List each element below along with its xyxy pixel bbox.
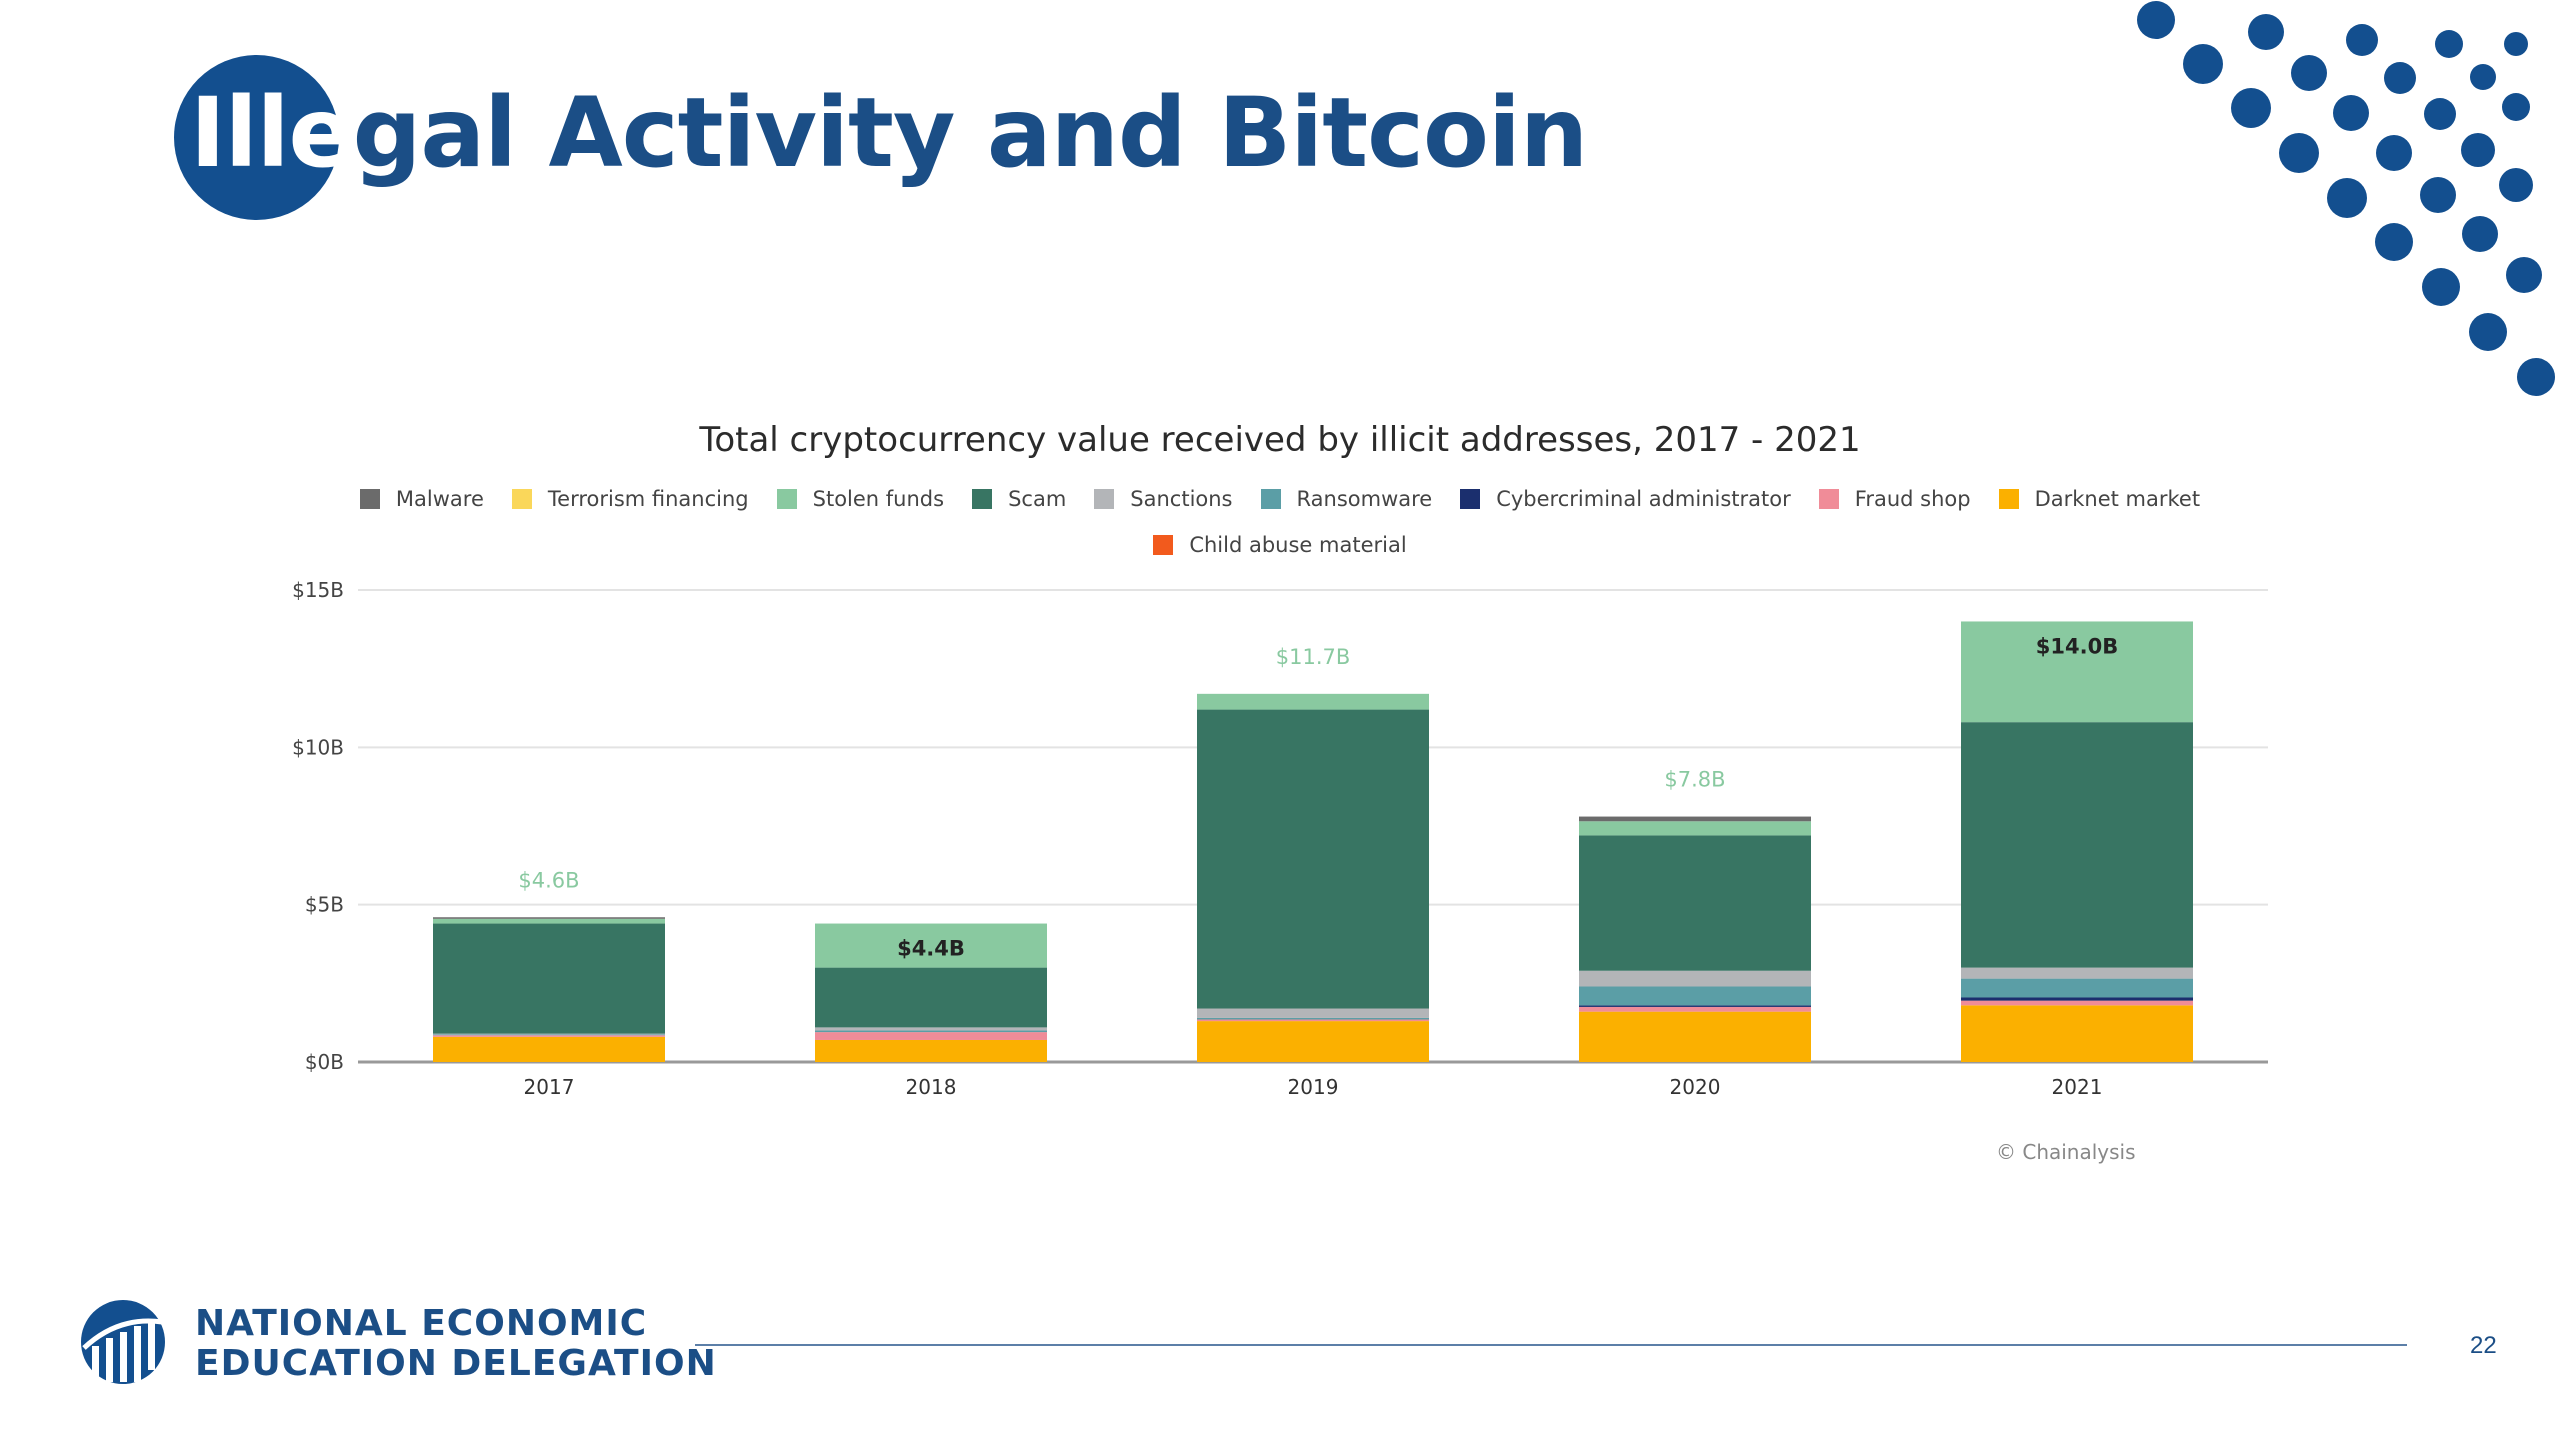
legend-swatch-child-abuse-material — [1153, 535, 1174, 555]
bar-2020-malware — [1579, 816, 1811, 822]
legend-label-scam: Scam — [1008, 487, 1067, 511]
legend-swatch-darknet-market — [1998, 489, 2019, 509]
organization-name-line1: NATIONAL ECONOMIC — [195, 1303, 648, 1344]
y-tick-label-5b: $5B — [305, 893, 344, 917]
bar-2021-ransomware — [1961, 978, 2193, 998]
slide-title-rest: gal Activity and Bitcoin — [352, 77, 1589, 189]
bar-2020-ransomware — [1579, 986, 1811, 1006]
total-label-2017: $4.6B — [518, 868, 579, 892]
need-logo-icon — [81, 1300, 165, 1384]
legend-item-malware: Malware — [359, 487, 484, 511]
bar-2017-stolen-funds — [433, 918, 665, 924]
organization-name: NATIONAL ECONOMIC EDUCATION DELEGATION — [195, 1304, 717, 1384]
bar-2021-cybercriminal-administrator — [1961, 997, 2193, 1001]
total-label-2020: $7.8B — [1664, 768, 1725, 792]
slide-title: Illegal Activity and Bitcoin — [190, 73, 1589, 193]
legend-label-stolen-funds: Stolen funds — [812, 487, 945, 511]
slide-title-highlight: Ille — [190, 77, 354, 189]
legend-item-ransomware: Ransomware — [1260, 487, 1433, 511]
bar-2020-darknet-market — [1579, 1011, 1811, 1062]
organization-name-line2: EDUCATION DELEGATION — [195, 1343, 717, 1384]
y-tick-label-15b: $15B — [292, 578, 344, 602]
bar-2020-scam — [1579, 835, 1811, 971]
legend-item-darknet-market: Darknet market — [1998, 487, 2201, 511]
chart-legend: Malware Terrorism financing Stolen funds Sc… — [300, 487, 2260, 557]
legend-swatch-cybercriminal-administrator — [1460, 489, 1481, 509]
total-label-2018: $4.4B — [897, 937, 965, 961]
title-circle-accent — [174, 55, 339, 220]
bar-2017-sanctions — [433, 1033, 665, 1035]
bar-2019-ransomware — [1197, 1017, 1429, 1020]
chart-source-credit: © Chainalysis — [1996, 1140, 2136, 1164]
legend-label-terrorism-financing: Terrorism financing — [547, 487, 749, 511]
legend-label-sanctions: Sanctions — [1130, 487, 1233, 511]
bar-2018-scam — [815, 967, 1047, 1028]
bar-2018-darknet-market — [815, 1039, 1047, 1062]
bar-2018-fraud-shop — [815, 1032, 1047, 1040]
legend-item-cybercriminal-administrator: Cybercriminal administrator — [1460, 487, 1791, 511]
page-number: 22 — [2470, 1332, 2497, 1359]
bar-2018-sanctions — [815, 1027, 1047, 1031]
bar-2017-scam — [433, 923, 665, 1034]
bar-2020-stolen-funds — [1579, 821, 1811, 836]
legend-label-malware: Malware — [395, 487, 484, 511]
y-tick-label-10b: $10B — [292, 735, 344, 759]
legend-item-scam: Scam — [972, 487, 1067, 511]
x-tick-label-2017: 2017 — [524, 1075, 575, 1099]
bar-2017-fraud-shop — [433, 1035, 665, 1037]
legend-label-darknet-market: Darknet market — [2034, 487, 2201, 511]
legend-swatch-fraud-shop — [1818, 489, 1839, 509]
legend-swatch-scam — [972, 489, 993, 509]
bar-2021-sanctions — [1961, 967, 2193, 979]
legend-item-terrorism-financing: Terrorism financing — [511, 487, 749, 511]
bar-2020-cybercriminal-administrator — [1579, 1005, 1811, 1007]
legend-swatch-terrorism-financing — [511, 489, 532, 509]
legend-label-cybercriminal-administrator: Cybercriminal administrator — [1496, 487, 1791, 511]
total-label-2019: $11.7B — [1276, 645, 1351, 669]
bar-2020-sanctions — [1579, 970, 1811, 987]
total-label-2021: $14.0B — [2036, 634, 2118, 658]
bar-2019-sanctions — [1197, 1008, 1429, 1018]
x-tick-label-2018: 2018 — [906, 1075, 957, 1099]
bar-2021-scam — [1961, 722, 2193, 968]
bar-2017-darknet-market — [433, 1036, 665, 1062]
x-tick-label-2021: 2021 — [2052, 1075, 2103, 1099]
legend-item-child-abuse-material: Child abuse material — [1153, 533, 1407, 557]
bar-2017-malware — [433, 917, 665, 919]
x-tick-label-2020: 2020 — [1670, 1075, 1721, 1099]
legend-label-fraud-shop: Fraud shop — [1854, 487, 1971, 511]
bar-2017-ransomware — [433, 1034, 665, 1036]
legend-swatch-sanctions — [1094, 489, 1115, 509]
bar-2019-fraud-shop — [1197, 1019, 1429, 1022]
legend-swatch-stolen-funds — [776, 489, 797, 509]
legend-item-stolen-funds: Stolen funds — [776, 487, 945, 511]
x-tick-label-2019: 2019 — [1288, 1075, 1339, 1099]
bar-2021-fraud-shop — [1961, 1000, 2193, 1006]
legend-item-fraud-shop: Fraud shop — [1818, 487, 1971, 511]
bar-2020-fraud-shop — [1579, 1006, 1811, 1012]
legend-item-sanctions: Sanctions — [1094, 487, 1233, 511]
chart-title: Total cryptocurrency value received by i… — [699, 420, 1861, 460]
y-tick-label-0b: $0B — [305, 1050, 344, 1074]
bar-2019-stolen-funds — [1197, 693, 1429, 710]
legend-swatch-malware — [359, 489, 380, 509]
bar-2019-scam — [1197, 709, 1429, 1009]
footer-divider — [695, 1344, 2407, 1346]
legend-label-ransomware: Ransomware — [1296, 487, 1433, 511]
bar-2021-darknet-market — [1961, 1005, 2193, 1062]
bar-2018-stolen-funds — [815, 923, 1047, 968]
bar-2018-ransomware — [815, 1030, 1047, 1033]
bar-2021-stolen-funds — [1961, 621, 2193, 723]
bar-2019-darknet-market — [1197, 1021, 1429, 1062]
legend-swatch-ransomware — [1260, 489, 1281, 509]
legend-label-child-abuse-material: Child abuse material — [1189, 533, 1407, 557]
